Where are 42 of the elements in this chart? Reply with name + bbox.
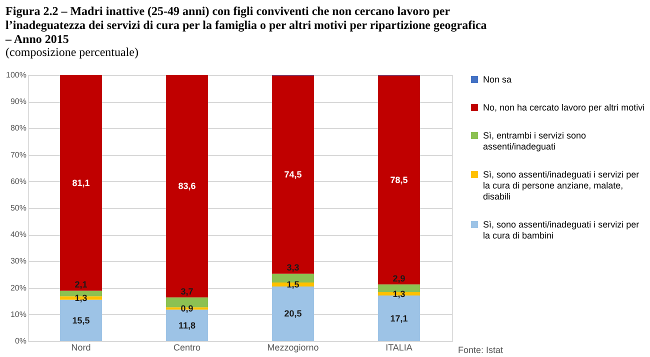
bar	[272, 274, 314, 282]
data-label: 2,9	[392, 273, 406, 284]
data-label: 2,1	[74, 280, 88, 290]
chart-subtitle: (composizione percentuale)	[6, 45, 138, 59]
y-tick-label: 90%	[10, 97, 26, 106]
y-tick-label: 60%	[10, 176, 26, 186]
y-tick-label: 30%	[10, 256, 26, 266]
bar	[166, 75, 208, 298]
y-tick-label: 10%	[10, 310, 26, 319]
legend-label: Sì, sono assenti/inadeguati i servizi per la cura di bambini	[483, 220, 640, 240]
data-label: 78,5	[390, 174, 408, 185]
data-label: 20,5	[284, 308, 302, 319]
x-tick-label: Mezzogiorno	[267, 342, 319, 352]
data-label: 17,1	[390, 313, 408, 324]
y-tick-label: 70%	[10, 150, 26, 160]
y-tick-label: 0%	[14, 336, 26, 346]
legend-label: Sì, sono assenti/inadeguati i servizi per la cura di persone anziane, malate, disabili	[483, 170, 640, 202]
y-tick-label: 40%	[10, 230, 26, 240]
bar	[378, 284, 420, 292]
data-label: 74,5	[284, 170, 302, 180]
data-label: 11,8	[178, 320, 196, 330]
y-tick-label: 80%	[10, 124, 26, 133]
y-tick-label: 50%	[10, 204, 26, 212]
y-tick-label: 20%	[10, 283, 26, 292]
data-label: 81,1	[72, 178, 90, 188]
legend-label: Non sa	[483, 74, 512, 84]
bar	[378, 76, 420, 284]
chart-title: Figura 2.2 – Madri inattive (25-49 anni) con figli conviventi che non cercano lavoro per l’inadeguatezza dei servizi di cura per la famiglia o per altri motivi per ripartizione geografica – Anno 2015	[4, 4, 487, 46]
data-label: 83,6	[178, 181, 196, 192]
data-label: 3,7	[180, 286, 194, 296]
legend-label: No, non ha cercato lavoro per altri motivi	[483, 102, 645, 112]
source-note: Fonte: Istat	[458, 345, 504, 355]
legend-label: Sì, entrambi i servizi sono assenti/inadeguati	[483, 130, 586, 152]
bar	[60, 75, 102, 291]
x-tick-label: Nord	[71, 342, 91, 352]
y-tick-label: 100%	[6, 70, 26, 80]
bar	[60, 290, 102, 296]
bar	[272, 76, 314, 274]
x-tick-label: ITALIA	[386, 342, 412, 352]
x-tick-label: Centro	[173, 342, 201, 352]
data-label: 15,5	[72, 315, 90, 326]
data-label: 3,3	[286, 262, 300, 273]
